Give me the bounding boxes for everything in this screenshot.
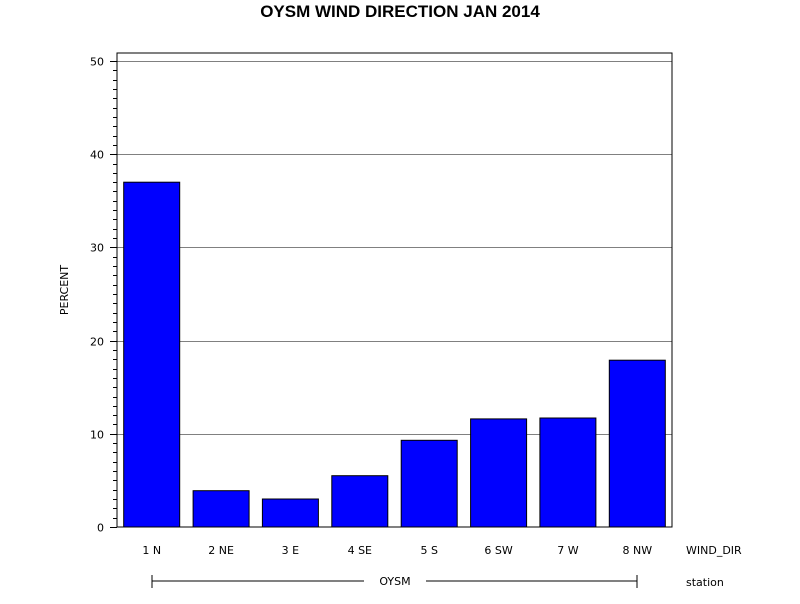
bar bbox=[539, 417, 597, 528]
bars bbox=[123, 181, 666, 528]
station-group-label: OYSM bbox=[379, 575, 410, 588]
bar bbox=[470, 418, 528, 528]
x-tick-label: 8 NW bbox=[622, 544, 652, 557]
y-axis-label: PERCENT bbox=[58, 265, 71, 316]
y-axis: 0 10 20 30 40 50 bbox=[90, 56, 117, 535]
y-tick-label: 50 bbox=[90, 56, 104, 69]
grid-lines bbox=[117, 61, 672, 435]
y-tick-label: 30 bbox=[90, 242, 104, 255]
chart-title: OYSM WIND DIRECTION JAN 2014 bbox=[260, 2, 540, 21]
x-tick-label: 7 W bbox=[557, 544, 578, 557]
y-tick-label: 20 bbox=[90, 336, 104, 349]
bar bbox=[608, 359, 666, 528]
x-tick-label: 1 N bbox=[142, 544, 161, 557]
station-group: OYSM station bbox=[151, 575, 724, 589]
x-tick-label: 6 SW bbox=[484, 544, 512, 557]
plot-frame bbox=[116, 52, 673, 528]
x-tick-label: 2 NE bbox=[208, 544, 234, 557]
y-tick-label: 0 bbox=[97, 522, 104, 535]
x-tick-label: 5 S bbox=[420, 544, 437, 557]
bar bbox=[331, 475, 389, 528]
x-tick-label: 3 E bbox=[282, 544, 299, 557]
y-tick-label: 10 bbox=[90, 429, 104, 442]
bar bbox=[400, 439, 458, 528]
y-tick-label: 40 bbox=[90, 149, 104, 162]
x-axis-label: WIND_DIR bbox=[686, 544, 742, 557]
bar bbox=[192, 490, 250, 528]
bar bbox=[261, 498, 319, 528]
x-tick-label: 4 SE bbox=[348, 544, 372, 557]
station-axis-label: station bbox=[686, 576, 724, 589]
bar bbox=[123, 181, 181, 528]
x-axis: 1 N 2 NE 3 E 4 SE 5 S 6 SW 7 W 8 NW bbox=[142, 544, 652, 557]
